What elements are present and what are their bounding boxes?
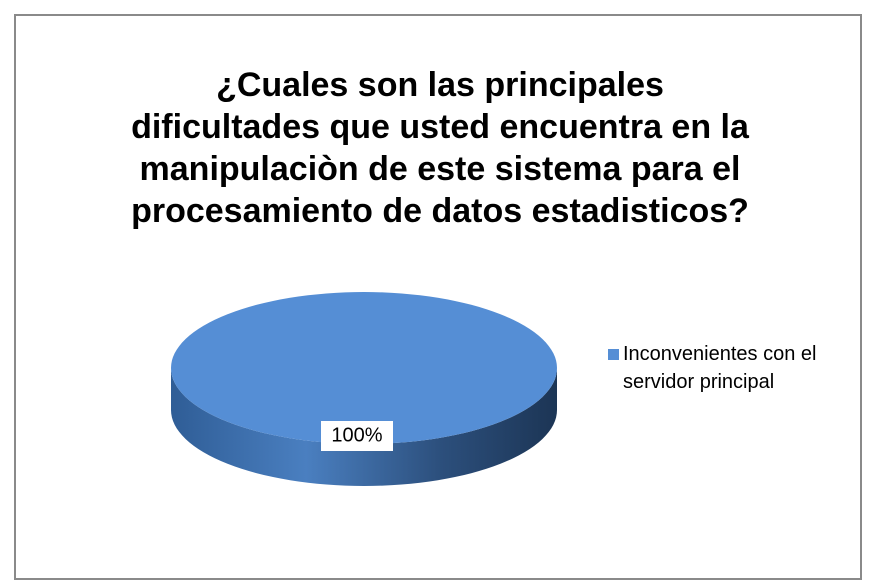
pie-slice	[171, 292, 557, 444]
pie-slice-side	[171, 368, 557, 486]
data-label-box	[321, 421, 393, 451]
legend: Inconvenientes con el servidor principal	[608, 340, 858, 396]
legend-label: Inconvenientes con el servidor principal	[623, 343, 817, 393]
data-label: 100%	[331, 424, 382, 446]
chart-title: manipulaciòn de este sistema para el	[140, 150, 741, 188]
chart-frame	[14, 14, 862, 580]
chart-title: ¿Cuales son las principales	[216, 66, 664, 104]
chart-title: procesamiento de datos estadisticos?	[131, 192, 749, 230]
chart-title: dificultades que usted encuentra en la	[131, 108, 750, 146]
legend-swatch	[608, 349, 619, 360]
